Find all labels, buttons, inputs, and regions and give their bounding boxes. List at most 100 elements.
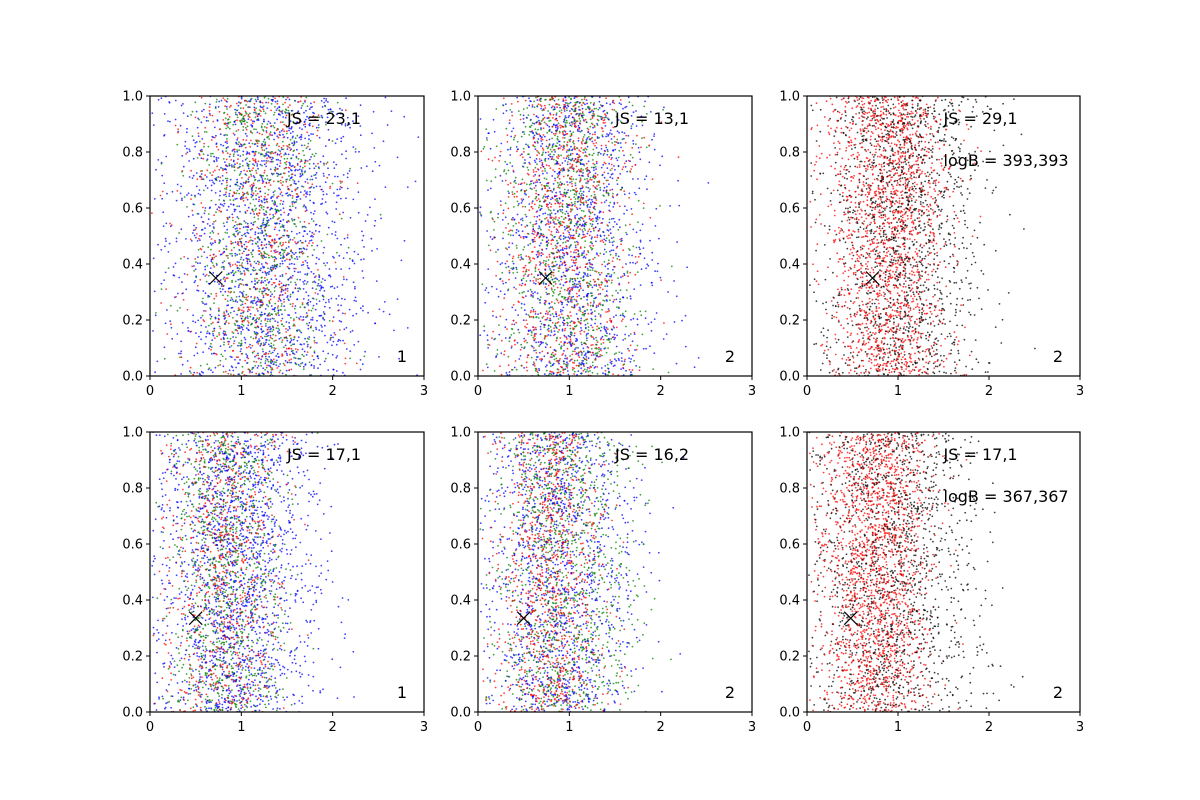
scatter-point xyxy=(635,125,638,127)
scatter-point xyxy=(218,325,221,328)
scatter-point xyxy=(570,320,573,322)
scatter-point xyxy=(578,149,580,152)
scatter-point xyxy=(313,365,315,367)
scatter-point xyxy=(239,314,242,317)
scatter-point xyxy=(277,209,280,212)
scatter-point xyxy=(584,323,587,326)
scatter-point xyxy=(224,177,227,180)
scatter-point xyxy=(652,368,655,370)
scatter-point xyxy=(320,100,323,102)
scatter-point xyxy=(242,107,245,110)
scatter-point xyxy=(353,250,356,253)
scatter-point xyxy=(240,123,243,125)
scatter-point xyxy=(224,141,227,144)
scatter-point xyxy=(538,158,541,160)
scatter-point xyxy=(197,132,200,135)
scatter-point xyxy=(263,199,266,201)
scatter-point xyxy=(206,223,209,225)
scatter-point xyxy=(204,126,207,129)
scatter-point xyxy=(204,268,207,271)
scatter-point xyxy=(192,373,195,376)
scatter-point xyxy=(560,308,562,311)
scatter-point xyxy=(306,160,309,162)
scatter-point xyxy=(270,102,273,105)
scatter-point xyxy=(263,163,266,166)
scatter-point xyxy=(215,292,218,295)
scatter-point xyxy=(278,229,281,232)
scatter-point xyxy=(293,140,296,143)
scatter-point xyxy=(199,278,202,281)
scatter-point xyxy=(551,191,554,193)
scatter-point xyxy=(557,98,560,101)
scatter-point xyxy=(598,107,601,109)
scatter-point xyxy=(254,280,256,282)
scatter-point xyxy=(353,299,356,302)
scatter-point xyxy=(582,172,584,174)
scatter-point xyxy=(591,217,594,220)
scatter-point xyxy=(273,238,276,241)
scatter-point xyxy=(248,160,251,163)
scatter-point xyxy=(183,273,186,275)
scatter-point xyxy=(563,118,566,121)
scatter-point xyxy=(362,305,364,307)
scatter-point xyxy=(531,200,534,203)
scatter-point xyxy=(571,116,574,119)
scatter-point xyxy=(564,354,567,357)
scatter-point xyxy=(264,360,267,362)
scatter-point xyxy=(176,143,179,146)
scatter-point xyxy=(273,122,276,124)
scatter-point xyxy=(239,359,241,361)
scatter-point xyxy=(586,302,589,305)
scatter-point xyxy=(330,334,332,337)
scatter-point xyxy=(311,355,314,357)
scatter-point xyxy=(239,282,242,285)
scatter-point xyxy=(261,301,264,304)
scatter-point xyxy=(520,256,523,259)
scatter-point xyxy=(231,165,233,168)
scatter-point xyxy=(269,122,272,124)
scatter-point xyxy=(297,271,299,274)
scatter-point xyxy=(200,248,203,251)
scatter-point xyxy=(250,173,252,176)
scatter-point xyxy=(575,364,578,367)
scatter-point xyxy=(363,246,365,248)
scatter-point xyxy=(266,304,268,306)
scatter-point xyxy=(342,135,345,138)
scatter-point xyxy=(225,150,228,153)
scatter-point xyxy=(258,152,260,154)
scatter-point xyxy=(563,342,566,345)
scatter-point xyxy=(295,351,298,353)
scatter-point xyxy=(246,231,249,234)
scatter-point xyxy=(264,143,267,146)
scatter-point xyxy=(361,363,364,366)
scatter-point xyxy=(224,298,227,301)
scatter-point xyxy=(166,333,169,335)
scatter-point xyxy=(273,317,275,320)
scatter-point xyxy=(225,171,228,174)
scatter-point xyxy=(258,132,261,135)
scatter-point xyxy=(662,338,665,340)
scatter-point xyxy=(316,284,319,287)
scatter-point xyxy=(584,151,587,154)
scatter-point xyxy=(523,192,526,195)
scatter-point xyxy=(613,135,616,138)
scatter-point xyxy=(292,130,294,133)
scatter-point xyxy=(233,246,236,249)
scatter-point xyxy=(548,229,550,231)
scatter-point xyxy=(533,134,536,137)
scatter-point xyxy=(378,164,381,167)
scatter-point xyxy=(590,348,593,350)
scatter-point xyxy=(210,315,213,318)
scatter-point xyxy=(601,135,604,138)
scatter-point xyxy=(233,340,236,342)
scatter-point xyxy=(251,191,253,193)
scatter-point xyxy=(615,110,617,113)
scatter-point xyxy=(196,240,199,242)
scatter-point xyxy=(239,227,241,230)
scatter-point xyxy=(285,369,288,372)
scatter-point xyxy=(525,215,528,218)
scatter-point xyxy=(217,232,220,235)
scatter-point xyxy=(235,230,238,233)
scatter-point xyxy=(191,209,194,212)
scatter-point xyxy=(325,99,327,102)
